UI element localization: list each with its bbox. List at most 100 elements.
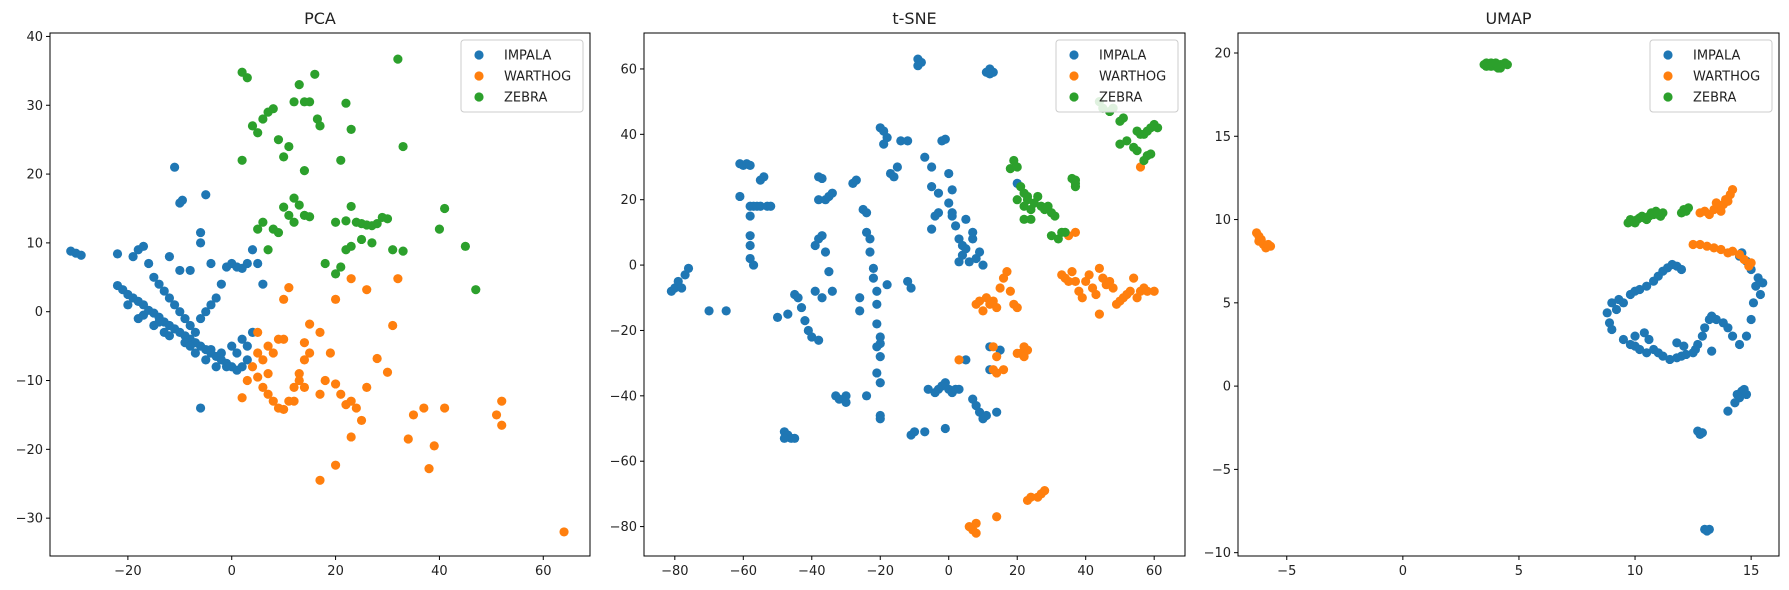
data-point-impala (1611, 304, 1622, 315)
data-point-warthog (279, 404, 289, 415)
data-point-warthog (356, 415, 367, 426)
data-point-impala (216, 279, 226, 289)
data-point-zebra (1115, 139, 1125, 149)
data-point-impala (807, 332, 817, 342)
data-point-impala (258, 279, 268, 289)
x-tick-label: 60 (1146, 564, 1163, 579)
data-point-impala (1700, 524, 1710, 534)
data-point-warthog (1108, 283, 1118, 293)
data-point-zebra (242, 73, 252, 83)
data-point-impala (745, 160, 755, 170)
data-point-zebra (1683, 203, 1694, 213)
data-point-impala (211, 362, 221, 372)
y-tick-label: 10 (1214, 213, 1231, 228)
y-tick-label: −60 (610, 455, 637, 470)
data-point-zebra (320, 258, 330, 269)
data-point-impala (76, 250, 86, 260)
data-point-zebra (1153, 123, 1163, 133)
data-point-impala (170, 300, 180, 310)
data-point-impala (793, 293, 803, 303)
data-point-warthog (1005, 286, 1015, 296)
series-warthog (954, 162, 1159, 538)
data-point-impala (1690, 344, 1701, 355)
y-tick-label: 30 (26, 99, 43, 114)
data-point-warthog (279, 334, 289, 344)
data-point-zebra (1491, 58, 1501, 68)
legend-marker-warthog (1663, 71, 1673, 81)
data-point-impala (1644, 334, 1654, 345)
data-point-impala (138, 241, 149, 251)
legend: IMPALA WARTHOG ZEBRA (1649, 39, 1773, 113)
data-point-zebra (284, 210, 294, 220)
data-point-zebra (279, 152, 289, 162)
data-point-zebra (253, 224, 263, 234)
data-point-warthog (1070, 276, 1081, 287)
data-point-impala (1739, 384, 1749, 395)
data-point-zebra (372, 219, 382, 229)
data-point-impala (1642, 348, 1652, 358)
data-point-impala (1732, 389, 1742, 400)
data-point-warthog (325, 348, 335, 358)
data-point-impala (177, 195, 188, 205)
data-point-warthog (247, 362, 258, 372)
data-point-warthog (305, 319, 315, 329)
data-point-impala (944, 168, 954, 179)
data-point-warthog (1094, 263, 1104, 273)
data-point-impala (889, 172, 899, 182)
data-point-impala (827, 286, 837, 296)
data-point-impala (1618, 334, 1629, 345)
data-point-impala (745, 211, 755, 221)
data-point-impala (1602, 308, 1612, 318)
points-layer (666, 54, 1163, 538)
data-point-zebra (305, 97, 315, 107)
data-point-zebra (330, 217, 341, 227)
x-tick-label: 40 (1077, 564, 1094, 579)
x-tick-label: 5 (1515, 564, 1523, 579)
data-point-impala (1672, 338, 1682, 348)
data-point-warthog (1125, 286, 1135, 296)
data-point-warthog (1063, 276, 1074, 287)
data-point-impala (968, 234, 978, 244)
data-point-impala (195, 227, 206, 238)
data-point-warthog (1067, 267, 1077, 277)
data-point-impala (112, 249, 123, 259)
data-point-warthog (330, 460, 341, 470)
data-point-impala (227, 341, 237, 351)
data-point-zebra (247, 121, 258, 131)
data-point-impala (923, 384, 933, 394)
data-point-zebra (1033, 191, 1043, 202)
data-point-warthog (419, 403, 429, 413)
panel-title: t-SNE (892, 9, 936, 28)
y-tick-label: 10 (26, 236, 43, 251)
data-point-impala (232, 348, 242, 358)
data-point-impala (909, 427, 920, 437)
data-point-impala (868, 263, 879, 273)
data-point-impala (159, 286, 169, 296)
data-point-impala (872, 342, 882, 352)
legend-marker-zebra (474, 92, 484, 102)
data-point-impala (920, 427, 930, 437)
data-point-impala (903, 136, 913, 146)
data-point-zebra (1050, 211, 1060, 221)
data-point-impala (1741, 331, 1752, 341)
legend-label-warthog: WARTHOG (1099, 70, 1166, 85)
data-point-warthog (1727, 184, 1738, 195)
data-point-warthog (388, 320, 398, 331)
data-point-zebra (1022, 191, 1033, 202)
series-impala (1602, 248, 1768, 536)
x-tick-label: 0 (228, 564, 236, 579)
legend-marker-zebra (1069, 92, 1079, 102)
data-point-impala (855, 293, 865, 303)
x-tick-label: 15 (1743, 564, 1760, 579)
data-point-impala (745, 240, 755, 251)
data-point-zebra (305, 212, 315, 222)
data-point-impala (906, 283, 916, 293)
data-point-warthog (1094, 309, 1104, 319)
data-point-impala (1758, 278, 1768, 288)
data-point-impala (164, 293, 175, 303)
legend-box (1649, 39, 1773, 113)
data-point-impala (206, 344, 216, 355)
data-point-warthog (971, 528, 981, 538)
data-point-impala (242, 355, 252, 365)
points-layer (66, 54, 569, 537)
